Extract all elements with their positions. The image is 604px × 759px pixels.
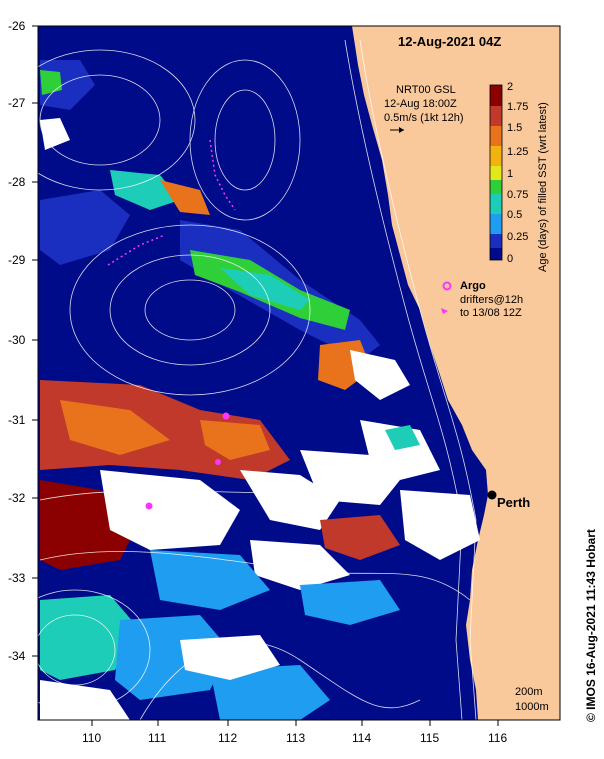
- argo-legend: Argo drifters@12h to 13/08 12Z: [441, 280, 523, 319]
- lon-tick-label: 115: [420, 731, 439, 745]
- drifter-tracks: [107, 139, 236, 510]
- colorbar-tick: 0: [507, 253, 513, 265]
- lat-tick-label: -33: [8, 571, 26, 585]
- sst-age-patches: [40, 60, 480, 720]
- colorbar-seg: [490, 126, 502, 146]
- colorbar: 2 1.75 1.5 1.25 1 0.75 0.5 0.25 0 Age (d…: [489, 81, 549, 272]
- colorbar-tick: 1.5: [507, 122, 522, 134]
- colorbar-tick: 1.75: [507, 101, 528, 113]
- colorbar-tick: 1: [507, 168, 513, 180]
- land-mass: [352, 26, 560, 720]
- argo-legend-label: Argo: [460, 280, 486, 292]
- lat-tick-label: -30: [8, 333, 26, 347]
- colorbar-label: Age (days) of filled SST (wrt latest): [537, 102, 549, 272]
- product-line-1: NRT00 GSL: [396, 84, 456, 96]
- colorbar-seg: [490, 85, 502, 106]
- colorbar-tick: 2: [507, 81, 513, 93]
- colorbar-seg: [490, 166, 502, 180]
- colorbar-seg: [490, 106, 502, 126]
- drifter-legend-label: drifters@12h: [460, 294, 523, 306]
- contour-legend-1000m: 1000m: [515, 701, 549, 713]
- argo-marker-icon: [442, 281, 452, 291]
- lat-axis: -26 -27 -28 -29 -30 -31 -32 -33 -34: [8, 19, 38, 663]
- colorbar-seg: [490, 248, 502, 260]
- colorbar-seg: [490, 214, 502, 234]
- lon-tick-label: 112: [218, 731, 237, 745]
- colorbar-seg: [490, 180, 502, 194]
- velocity-scale-arrow: [390, 127, 404, 133]
- colorbar-tick: 0.25: [507, 231, 528, 243]
- lat-tick-label: -27: [8, 96, 26, 110]
- credit-text: © IMOS 16-Aug-2021 11:43 Hobart: [584, 529, 598, 722]
- drifter-marker-icon: [441, 308, 448, 314]
- lat-tick-label: -28: [8, 175, 26, 189]
- colorbar-seg: [490, 234, 502, 248]
- contour-legend-200m: 200m: [515, 686, 543, 698]
- map-title: 12-Aug-2021 04Z: [398, 34, 501, 49]
- perth-marker: Perth: [487, 490, 530, 510]
- lon-tick-label: 110: [82, 731, 101, 745]
- lon-tick-label: 111: [148, 731, 167, 745]
- lon-tick-label: 116: [488, 731, 507, 745]
- lat-tick-label: -34: [8, 649, 26, 663]
- colorbar-seg: [490, 146, 502, 166]
- ssh-contours: [0, 39, 477, 721]
- colorbar-tick: 0.75: [507, 189, 528, 201]
- lat-tick-label: -31: [8, 413, 26, 427]
- product-line-2: 12-Aug 18:00Z: [384, 98, 457, 110]
- lon-axis: 110 111 112 113 114 115 116: [82, 720, 507, 745]
- city-dot-icon: [487, 490, 497, 500]
- colorbar-seg: [490, 194, 502, 214]
- lon-tick-label: 113: [286, 731, 305, 745]
- colorbar-tick: 0.5: [507, 209, 522, 221]
- lat-tick-label: -26: [8, 19, 26, 33]
- drifter-legend-label-2: to 13/08 12Z: [460, 307, 522, 319]
- product-line-3: 0.5m/s (1kt 12h): [384, 112, 463, 124]
- lat-tick-label: -32: [8, 491, 26, 505]
- lat-tick-label: -29: [8, 253, 26, 267]
- plot-frame: [37, 25, 561, 721]
- city-label: Perth: [497, 495, 530, 510]
- lon-tick-label: 114: [352, 731, 371, 745]
- colorbar-tick: 1.25: [507, 146, 528, 158]
